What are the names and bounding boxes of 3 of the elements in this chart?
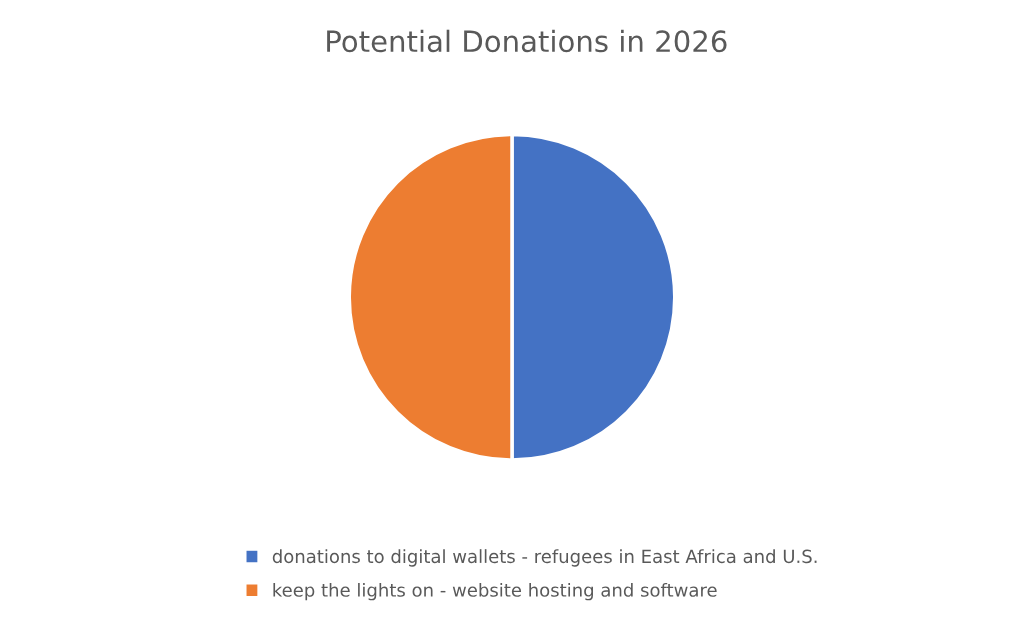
legend-label: keep the lights on - website hosting and software bbox=[273, 582, 717, 601]
chart-title: Potential Donations in 2026 bbox=[327, 29, 727, 53]
legend-label: donations to digital wallets - refugees in East Africa and U.S. bbox=[272, 549, 817, 567]
